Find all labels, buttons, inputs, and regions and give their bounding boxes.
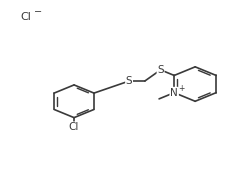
Text: Cl: Cl: [21, 12, 32, 22]
Text: −: −: [34, 7, 42, 17]
Text: S: S: [157, 65, 164, 75]
Text: N: N: [170, 88, 178, 98]
Text: Cl: Cl: [69, 122, 79, 132]
Text: +: +: [178, 84, 185, 93]
Text: S: S: [126, 76, 132, 86]
